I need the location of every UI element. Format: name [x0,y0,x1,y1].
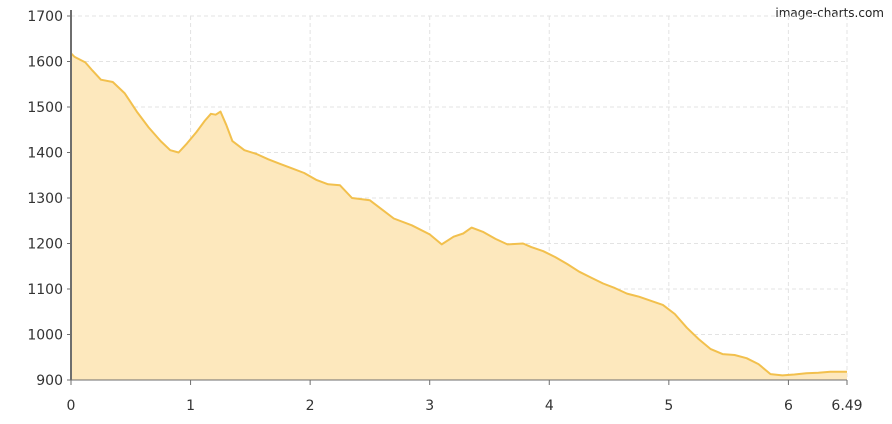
x-tick-label: 4 [545,398,554,414]
y-tick-label: 1700 [27,9,63,25]
x-tick-label: 1 [186,398,195,414]
y-tick-label: 1300 [27,191,63,207]
x-tick-label: 0 [67,398,76,414]
series-area-fill [71,53,847,381]
y-tick-label: 1400 [27,146,63,162]
series-line [70,52,847,377]
y-tick-label: 1600 [27,55,63,71]
x-tick-label: 6 [784,398,793,414]
y-axis-ticks: 900 1000 1100 1200 1300 1400 1500 1600 1700 [27,9,71,389]
y-tick-label: 1100 [27,282,63,298]
y-tick-label: 1200 [27,237,63,253]
axes [70,10,847,381]
x-tick-label: 3 [425,398,434,414]
y-tick-label: 1500 [27,100,63,116]
area-layer [70,52,847,381]
y-tick-label: 1000 [27,328,63,344]
x-tick-label: 5 [664,398,673,414]
x-tick-label: 6.49 [831,398,862,414]
y-tick-label: 900 [36,373,63,389]
x-axis-ticks: 0 1 2 3 4 5 6 6.49 [67,380,863,414]
x-tick-label: 2 [306,398,315,414]
